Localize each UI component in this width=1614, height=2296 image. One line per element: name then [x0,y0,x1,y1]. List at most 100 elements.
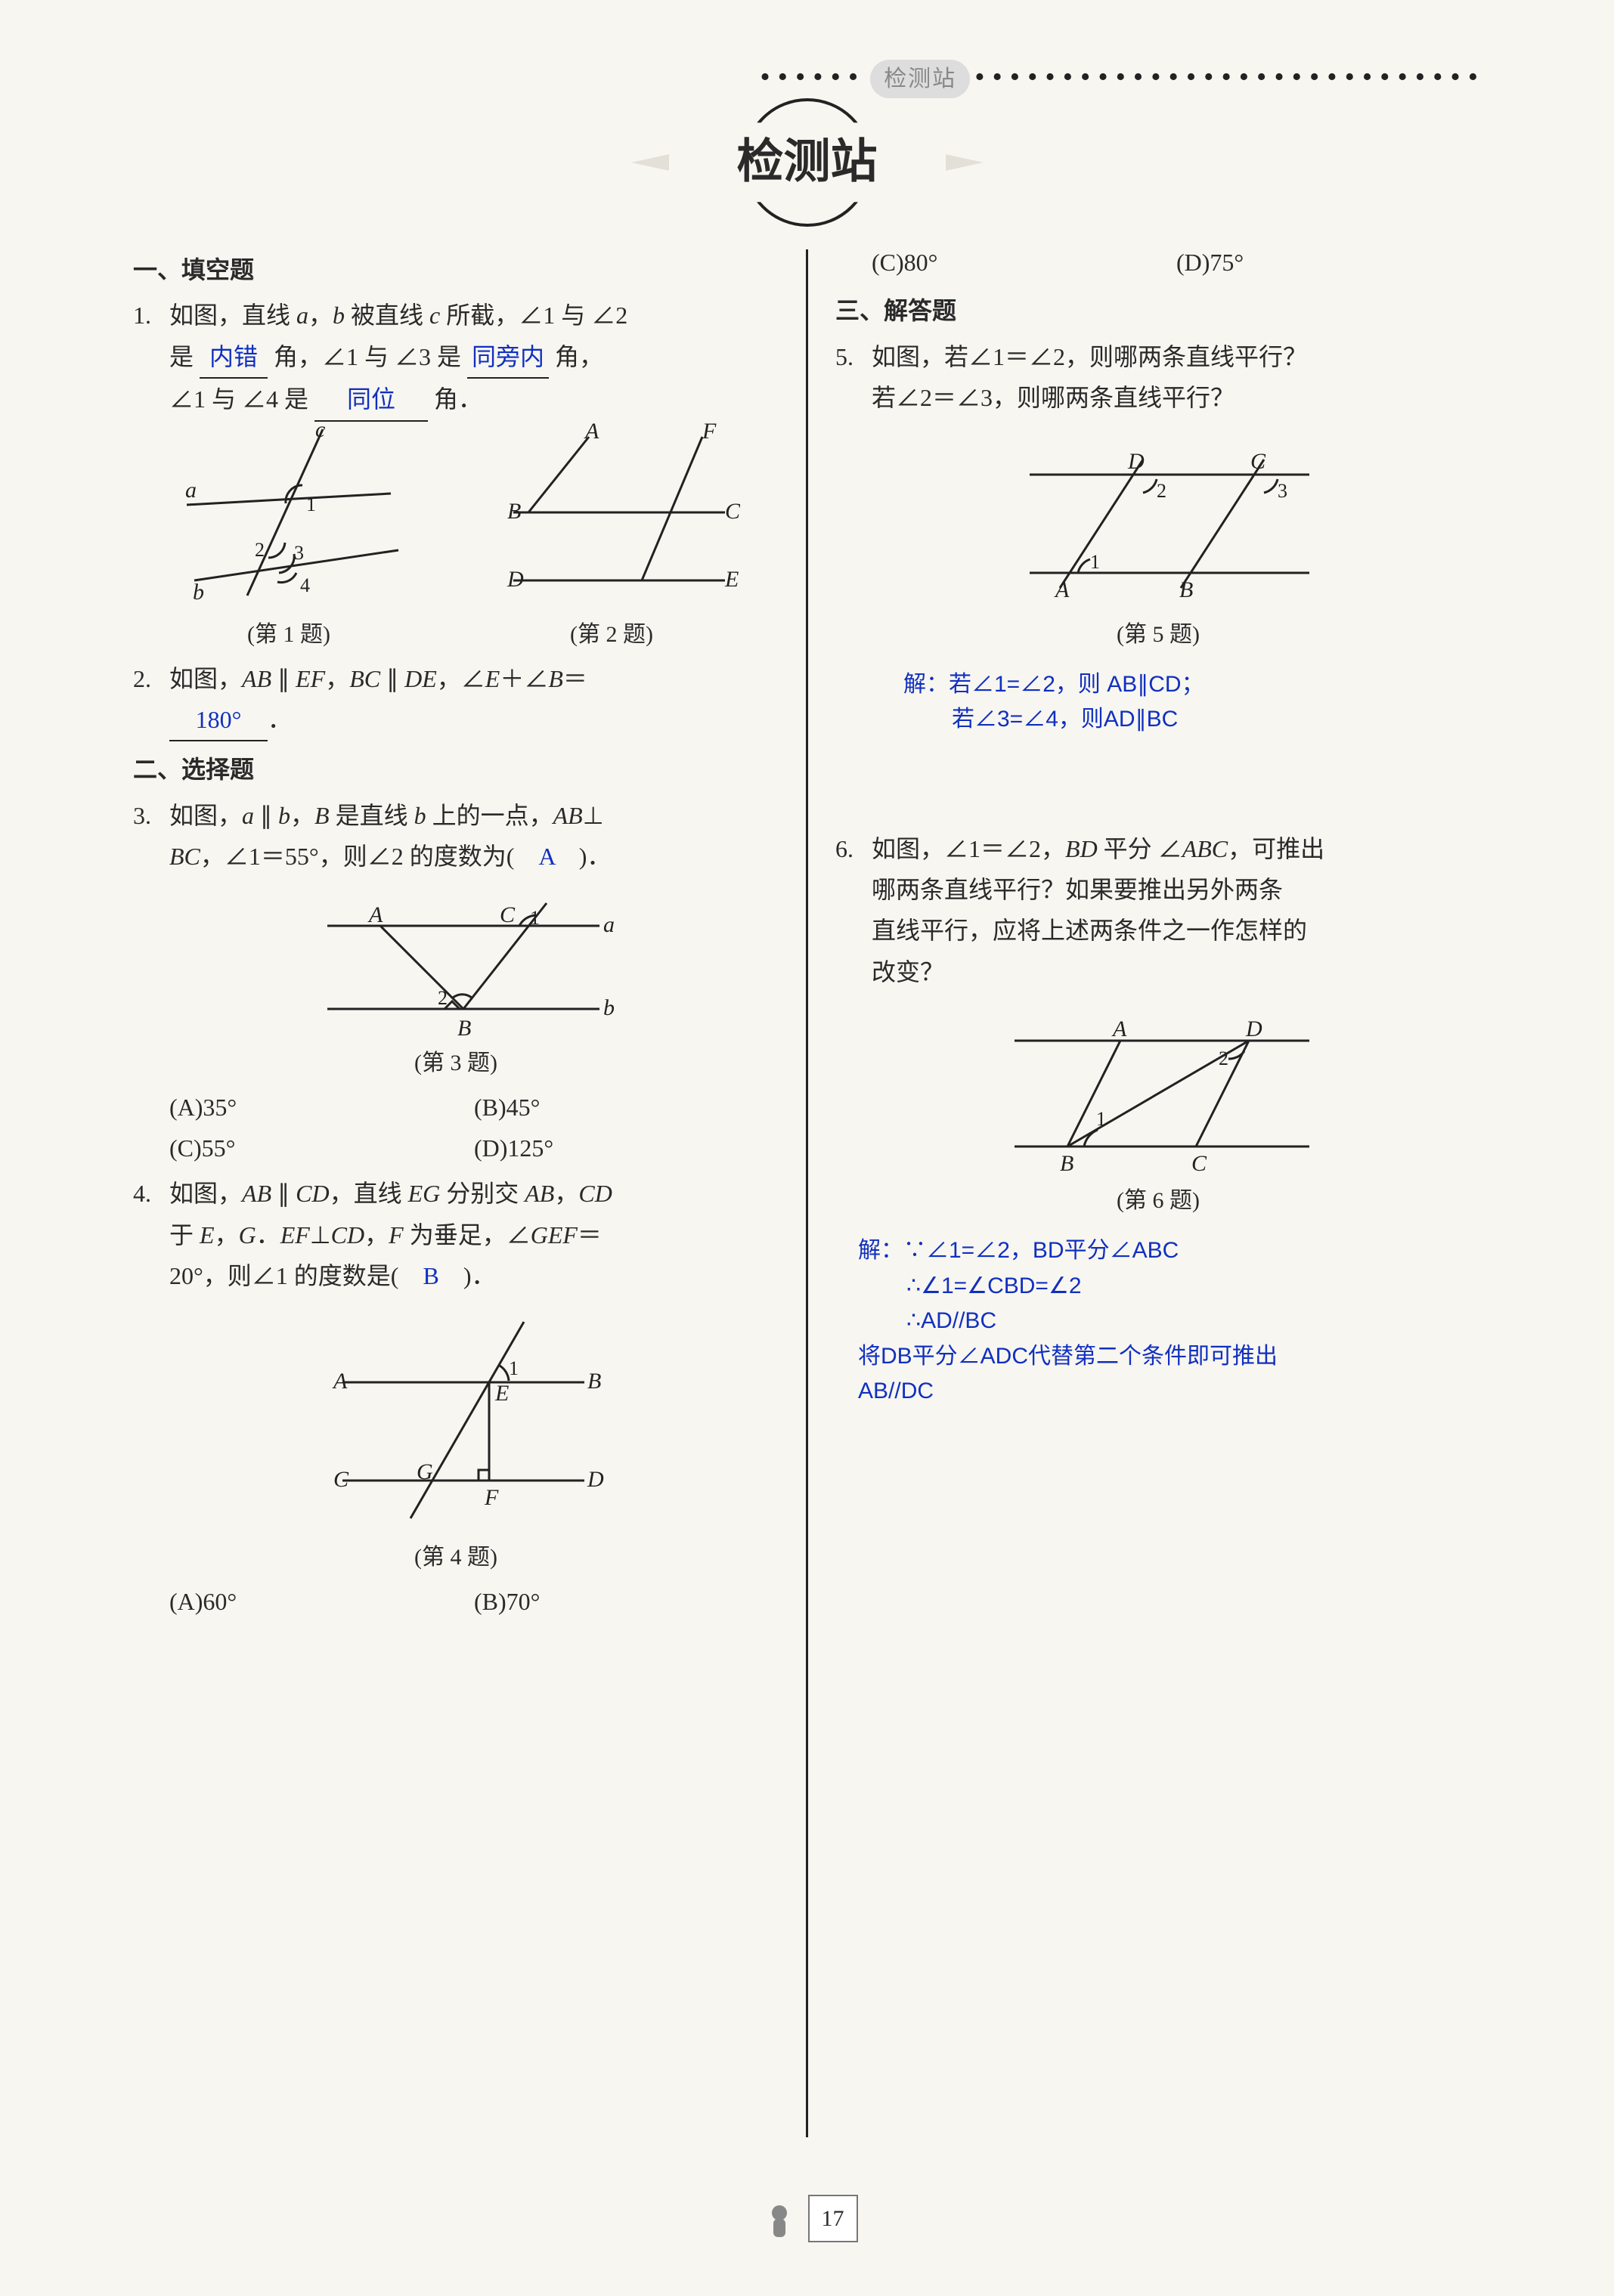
q5-sol-line1: 解：若∠1=∠2，则 AB∥CD； [903,667,1481,703]
q4-opt-d[interactable]: (D)75° [1176,242,1481,283]
q4-figure: A B C D E F G 1 (第 4 题) [133,1307,779,1577]
svg-text:A: A [367,902,383,927]
q3-answer: A [538,843,554,870]
q4-number: 4. [133,1173,169,1214]
svg-text:B: B [457,1016,471,1039]
q3-number: 3. [133,795,169,836]
q6-sol-line1: 解：∵∠1=∠2，BD平分∠ABC [858,1233,1481,1269]
q4-opt-c[interactable]: (C)80° [872,242,1176,283]
svg-text:E: E [724,567,739,592]
svg-text:C: C [1250,449,1266,474]
q6-caption: (第 6 题) [835,1181,1481,1220]
q6-text: 如图，∠1＝∠2，BD 平分 ∠ABC，可推出 [872,835,1324,862]
svg-text:c: c [315,422,325,442]
svg-text:C: C [1191,1151,1207,1176]
q4-opt-a[interactable]: (A)60° [169,1581,474,1622]
q6-line4: 改变？ [835,952,1481,992]
q5-solution: 解：若∠1=∠2，则 AB∥CD； 若∠3=∠4，则AD∥BC [835,667,1481,738]
q4-line3: 20°，则∠1 的度数是( B )． [133,1255,779,1296]
q5-text2: 若∠2＝∠3，则哪两条直线平行？ [835,377,1481,418]
svg-text:2: 2 [1157,480,1166,502]
header-badge: 检测站 [870,60,970,98]
svg-text:2: 2 [1219,1047,1228,1069]
svg-text:G: G [417,1459,433,1484]
question-6: 6.如图，∠1＝∠2，BD 平分 ∠ABC，可推出 哪两条直线平行？如果要推出另… [835,828,1481,1409]
header-dotted-rule: ••••••检测站••••••••••••••••••••••••••••• [760,53,1485,102]
q5-number: 5. [835,336,872,377]
q6-sol-line2: ∴∠1=∠CBD=∠2 [858,1269,1481,1304]
q1-blank-3[interactable]: 同位 [314,379,428,421]
q6-fig-svg: A D B C 1 2 [984,1003,1332,1177]
svg-text:a: a [603,912,615,937]
q3-fig-svg: A C B a b 1 2 [297,888,615,1039]
q1-blank-2[interactable]: 同旁内 [467,336,549,379]
q6-line2: 哪两条直线平行？如果要推出另外两条 [835,869,1481,910]
q1-number: 1. [133,295,169,336]
svg-text:a: a [185,478,197,503]
svg-text:D: D [1127,449,1145,474]
q5-fig-svg: D C A B 1 2 3 [984,429,1332,611]
q1-line2: 是 内错 角，∠1 与 ∠3 是 同旁内 角， [133,336,779,379]
q1-blank-1[interactable]: 内错 [200,336,268,379]
q2-text: 如图，AB ∥ EF，BC ∥ DE，∠E＋∠B＝ [169,665,587,692]
section-heading-fill: 一、填空题 [133,249,779,290]
q6-solution: 解：∵∠1=∠2，BD平分∠ABC ∴∠1=∠CBD=∠2 ∴AD//BC 将D… [835,1233,1481,1409]
q6-sol-line4: 将DB平分∠ADC代替第二个条件即可推出 [858,1339,1481,1375]
q6-figure: A D B C 1 2 (第 6 题) [835,1003,1481,1220]
svg-text:2: 2 [255,539,265,561]
q4-options-cd: (C)80° (D)75° [835,242,1481,283]
page-title-ornament: 检测站 [624,98,991,227]
q4-options-ab: (A)60° (B)70° [133,1581,779,1622]
question-1: 1.如图，直线 a，b 被直线 c 所截，∠1 与 ∠2 是 内错 角，∠1 与… [133,295,779,653]
svg-text:E: E [494,1381,509,1406]
svg-text:D: D [507,567,524,592]
svg-text:1: 1 [306,494,316,515]
svg-text:F: F [702,422,717,444]
q3-text: 如图，a ∥ b，B 是直线 b 上的一点，AB⊥ [169,802,604,829]
q1-fig2-svg: A F B C D E [483,422,740,611]
question-5: 5.如图，若∠1＝∠2，则哪两条直线平行？ 若∠2＝∠3，则哪两条直线平行？ D [835,336,1481,738]
svg-text:2: 2 [438,987,448,1009]
q1-text: 如图，直线 a，b 被直线 c 所截，∠1 与 ∠2 [169,302,627,329]
q3-opt-b[interactable]: (B)45° [474,1087,779,1128]
q6-sol-line3: ∴AD//BC [858,1304,1481,1339]
q1-figures-row: a b c 1 2 3 4 (第 1 题) [133,422,779,654]
q3-options: (A)35° (B)45° (C)55° (D)125° [133,1087,779,1169]
q1-figure-2: A F B C D E (第 2 题) [483,422,740,654]
q4-caption: (第 4 题) [133,1538,779,1577]
content-two-column: 一、填空题 1.如图，直线 a，b 被直线 c 所截，∠1 与 ∠2 是 内错 … [106,242,1508,2145]
page-title: 检测站 [668,122,945,202]
section-heading-solve: 三、解答题 [835,290,1481,331]
q6-number: 6. [835,828,872,869]
q1-caption-1: (第 1 题) [172,615,406,654]
q6-sol-line5: AB//DC [858,1374,1481,1409]
svg-text:F: F [484,1485,499,1510]
svg-text:A: A [584,422,599,444]
q1-figure-1: a b c 1 2 3 4 (第 1 题) [172,422,406,654]
question-2: 2.如图，AB ∥ EF，BC ∥ DE，∠E＋∠B＝ 180°． [133,658,779,742]
q4-text: 如图，AB ∥ CD，直线 EG 分别交 AB，CD [169,1180,612,1207]
question-3: 3.如图，a ∥ b，B 是直线 b 上的一点，AB⊥ BC，∠1＝55°，则∠… [133,795,779,1169]
left-column: 一、填空题 1.如图，直线 a，b 被直线 c 所截，∠1 与 ∠2 是 内错 … [106,242,806,2145]
question-4: 4.如图，AB ∥ CD，直线 EG 分别交 AB，CD 于 E，G．EF⊥CD… [133,1173,779,1623]
q4-opt-b[interactable]: (B)70° [474,1581,779,1622]
svg-text:C: C [725,499,740,524]
q1-fig1-svg: a b c 1 2 3 4 [172,422,406,611]
title-ring: 检测站 [743,98,872,227]
q3-opt-a[interactable]: (A)35° [169,1087,474,1128]
svg-text:B: B [1179,577,1193,602]
svg-text:A: A [332,1369,348,1394]
svg-text:A: A [1111,1016,1127,1041]
svg-text:B: B [587,1369,601,1394]
q3-line2: BC，∠1＝55°，则∠2 的度数为( A )． [133,836,779,877]
q3-figure: A C B a b 1 2 (第 3 题) [133,888,779,1082]
q3-opt-d[interactable]: (D)125° [474,1128,779,1168]
q5-sol-line2: 若∠3=∠4，则AD∥BC [903,702,1481,738]
svg-text:C: C [500,902,516,927]
svg-text:B: B [1060,1151,1073,1176]
q3-opt-c[interactable]: (C)55° [169,1128,474,1168]
q2-line2: 180°． [133,699,779,741]
svg-text:B: B [507,499,521,524]
q4-line2: 于 E，G．EF⊥CD，F 为垂足，∠GEF＝ [133,1215,779,1255]
q2-blank[interactable]: 180° [169,699,268,741]
